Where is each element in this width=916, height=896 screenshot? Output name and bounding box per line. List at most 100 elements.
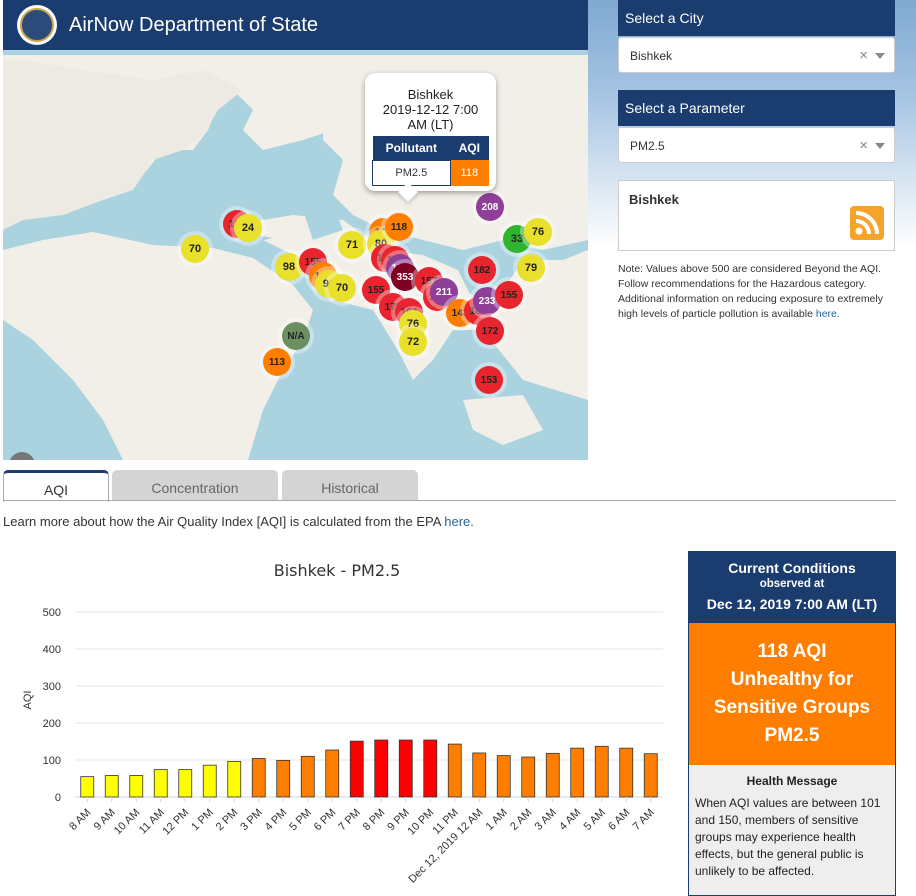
- map-control-button[interactable]: [9, 452, 35, 460]
- chart-y-tick-label: 200: [43, 718, 61, 730]
- chart-x-tick-label: 5 PM: [287, 807, 314, 834]
- chart-bar[interactable]: [545, 752, 560, 798]
- health-message-text: When AQI values are between 101 and 150,…: [695, 796, 881, 878]
- chart-y-axis-label: AQI: [22, 691, 34, 710]
- aqi-map-marker[interactable]: 79: [517, 254, 545, 282]
- chart-bar[interactable]: [496, 755, 511, 798]
- chart-bar[interactable]: [349, 740, 364, 798]
- chevron-down-icon[interactable]: [875, 143, 885, 149]
- popup-table: Pollutant AQI PM2.5 118: [372, 136, 490, 186]
- chart-x-tick-label: 10 AM: [112, 807, 143, 838]
- learn-more-link[interactable]: here.: [444, 514, 474, 529]
- aqi-map-marker[interactable]: 71: [338, 231, 366, 259]
- chart-x-tick-label: 4 PM: [263, 807, 290, 834]
- chart-bar[interactable]: [398, 739, 413, 798]
- aqi-map-marker[interactable]: 172: [476, 317, 504, 345]
- aqi-map-marker[interactable]: 155: [495, 281, 523, 309]
- clear-parameter-icon[interactable]: ×: [859, 137, 868, 154]
- popup-tz: AM (LT): [407, 117, 454, 132]
- chart-y-tick-label: 400: [43, 644, 61, 656]
- chart-bar[interactable]: [521, 756, 536, 798]
- map[interactable]: 1822470981551299070711418011811717518235…: [3, 0, 588, 460]
- chart-y-tick-label: 300: [43, 681, 61, 693]
- map-popup: Bishkek 2019-12-12 7:00 AM (LT) Pollutan…: [365, 73, 496, 202]
- parameter-select-label: Select a Parameter: [618, 90, 895, 126]
- chart-x-tick-label: 6 AM: [606, 807, 632, 833]
- chart-y-tick-label: 0: [55, 792, 61, 804]
- tab-historical[interactable]: Historical: [282, 470, 418, 501]
- aqi-map-marker[interactable]: 182: [468, 256, 496, 284]
- chart-bar[interactable]: [276, 759, 291, 798]
- chart-x-tick-label: 6 PM: [312, 807, 339, 834]
- rss-feed-icon[interactable]: [850, 206, 884, 240]
- tab-concentration[interactable]: Concentration: [112, 470, 278, 501]
- current-conditions-panel: Current Conditions observed at Dec 12, 2…: [688, 551, 896, 896]
- aqi-map-marker[interactable]: 70: [328, 274, 356, 302]
- chart-bar[interactable]: [570, 747, 585, 798]
- chart-bar[interactable]: [129, 775, 144, 798]
- chart-bar[interactable]: [594, 745, 609, 798]
- chart-bar[interactable]: [80, 776, 95, 798]
- city-info-box: Bishkek: [618, 180, 895, 251]
- chart-bar[interactable]: [423, 739, 438, 798]
- aqi-map-marker[interactable]: 70: [181, 235, 209, 263]
- chart-x-tick-label: 8 PM: [361, 807, 388, 834]
- chart-bar[interactable]: [643, 753, 658, 798]
- aqi-map-marker[interactable]: 113: [263, 348, 291, 376]
- chart-bar[interactable]: [202, 764, 217, 798]
- learn-more-body: Learn more about how the Air Quality Ind…: [3, 514, 445, 529]
- chart-title: Bishkek - PM2.5: [274, 561, 401, 580]
- city-select[interactable]: Bishkek ×: [618, 37, 895, 73]
- chart-x-tick-label: 10 PM: [405, 807, 436, 838]
- chart-bar[interactable]: [472, 752, 487, 798]
- aqi-map-marker[interactable]: 353: [391, 263, 419, 291]
- aqi-note-link[interactable]: here.: [815, 308, 840, 320]
- chart-bar[interactable]: [153, 769, 168, 798]
- aqi-map-marker[interactable]: N/A: [282, 322, 310, 350]
- aqi-map-marker[interactable]: 98: [275, 253, 303, 281]
- chart-bar[interactable]: [325, 749, 340, 798]
- chart-bar[interactable]: [374, 739, 389, 798]
- tabs-divider: [3, 500, 896, 501]
- current-category-line2: Sensitive Groups: [713, 697, 871, 718]
- aqi-note-text: Note: Values above 500 are considered Be…: [618, 263, 883, 320]
- tab-aqi[interactable]: AQI: [3, 470, 109, 502]
- aqi-map-marker[interactable]: 76: [524, 218, 552, 246]
- chart-x-tick-label: 7 PM: [336, 807, 363, 834]
- current-conditions-title: Current Conditions: [728, 560, 856, 576]
- chart-bar[interactable]: [178, 769, 193, 798]
- parameter-select[interactable]: PM2.5 ×: [618, 127, 895, 163]
- parameter-select-value: PM2.5: [630, 139, 665, 153]
- chart-y-tick-label: 100: [43, 755, 61, 767]
- current-aqi-value: 118 AQI: [757, 641, 827, 662]
- chart-bar[interactable]: [300, 755, 315, 798]
- learn-more-text: Learn more about how the Air Quality Ind…: [3, 514, 474, 529]
- chart-x-tick-label: 5 AM: [582, 807, 608, 833]
- city-select-label: Select a City: [618, 0, 895, 36]
- chart-x-tick-label: 2 AM: [508, 807, 534, 833]
- aqi-map-marker[interactable]: 118: [385, 213, 413, 241]
- chart-bar[interactable]: [251, 758, 266, 798]
- chart-x-tick-label: 1 AM: [484, 807, 510, 833]
- aqi-map-marker[interactable]: 153: [475, 366, 503, 394]
- observed-datetime: Dec 12, 2019 7:00 AM (LT): [706, 596, 878, 612]
- chart-bar[interactable]: [447, 743, 462, 798]
- current-category-line1: Unhealthy for: [730, 669, 854, 690]
- chart-bar[interactable]: [619, 747, 634, 798]
- chevron-down-icon[interactable]: [875, 53, 885, 59]
- aqi-map-marker[interactable]: 72: [399, 328, 427, 356]
- city-info-title: Bishkek: [629, 192, 679, 207]
- aqi-map-marker[interactable]: 208: [476, 193, 504, 221]
- chart-bar[interactable]: [227, 761, 242, 798]
- chart-bar[interactable]: [104, 775, 119, 798]
- state-department-seal-icon: [17, 5, 57, 45]
- popup-city: Bishkek: [407, 87, 454, 102]
- aqi-note: Note: Values above 500 are considered Be…: [618, 262, 898, 322]
- aqi-chart: Bishkek - PM2.5 AQI 0 100 200 300 400 500 8 A…: [3, 550, 673, 896]
- chart-x-tick-label: 4 AM: [557, 807, 583, 833]
- health-message-box: Health Message When AQI values are betwe…: [689, 765, 895, 895]
- aqi-map-marker[interactable]: 24: [234, 214, 262, 242]
- chart-x-tick-label: 12 PM: [160, 807, 191, 838]
- current-aqi-box: 118 AQI Unhealthy for Sensitive Groups P…: [689, 623, 895, 765]
- clear-city-icon[interactable]: ×: [859, 47, 868, 64]
